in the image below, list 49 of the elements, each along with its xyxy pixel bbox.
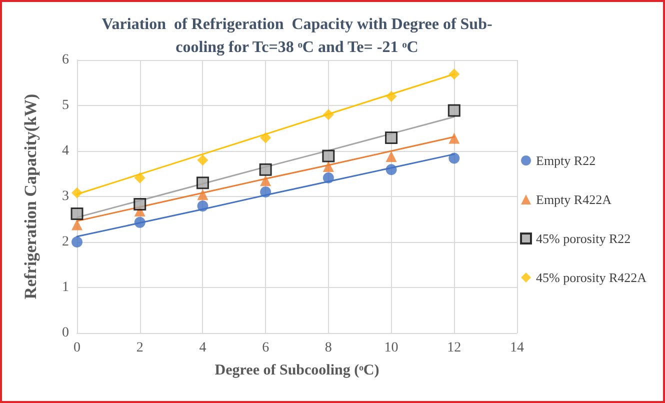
x-tick-label: 6 [262,340,270,356]
y-tick-label: 6 [62,52,69,68]
legend-label: 45% porosity R422A [536,270,648,285]
y-tick-label: 2 [62,234,69,250]
legend-label: Empty R22 [536,153,596,168]
point [134,216,146,228]
y-tick-label: 1 [62,280,69,295]
y-tick-label: 5 [62,98,69,113]
point [70,208,84,220]
y-tick-label: 3 [62,189,69,204]
legend-label: Empty R422A [536,192,612,207]
legend-label: 45% porosity R22 [536,231,631,246]
point [386,90,397,102]
point [72,219,82,230]
point [260,175,272,186]
x-tick-label: 2 [136,340,144,356]
point [197,189,208,200]
point [260,132,272,144]
y-axis-title: Refrigeration Capacity(kW) [21,94,40,300]
point [197,200,208,212]
x-tick-label: 10 [384,340,398,356]
point [322,160,334,172]
x-tick-label: 4 [199,340,206,356]
point [385,132,398,144]
point [134,172,146,184]
y-tick-label: 0 [62,326,69,340]
x-tick-label: 12 [447,340,462,356]
x-tick-label: 8 [324,340,332,356]
point [448,104,460,117]
point [322,109,334,120]
point [448,132,460,144]
point [448,152,460,164]
point [72,187,82,198]
point [386,164,397,176]
chart-title: Variation of Refrigeration Capacity with Degree of Sub- cooling for Tc=38 ᵒC and Te= -21 ᵒC [102,16,492,56]
y-tick-label: 4 [62,144,69,158]
point [448,68,460,80]
point [72,236,82,248]
point [322,150,335,162]
point [260,186,272,198]
point [197,154,208,166]
point [322,172,334,184]
point [386,150,397,162]
point [259,163,272,176]
x-tick-label: 0 [74,340,80,356]
point [196,176,209,190]
x-tick-label: 14 [510,340,524,356]
point [134,198,146,210]
x-axis-title: Degree of Subcooling (ᵒC) [214,362,380,378]
